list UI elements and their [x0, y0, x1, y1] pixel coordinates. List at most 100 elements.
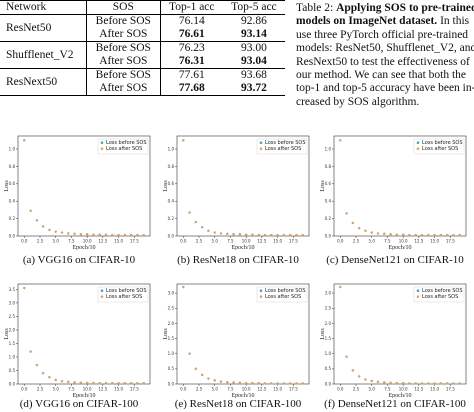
x-tick-label: 2.5 — [196, 387, 203, 392]
data-point — [295, 233, 298, 237]
legend-marker — [100, 289, 104, 292]
legend-box — [97, 286, 149, 303]
x-tick-label: 10.0 — [242, 239, 251, 244]
data-point — [98, 381, 101, 385]
table-row: ResNet50 Before SOS 76.14 92.86 — [0, 14, 285, 34]
data-point — [452, 382, 455, 385]
data-point — [23, 286, 26, 290]
data-point — [420, 382, 424, 385]
data-point — [123, 233, 127, 237]
caption-line: our method. We can see that both the — [296, 69, 467, 82]
data-point — [452, 233, 455, 237]
y-axis-label: Loss — [320, 328, 326, 340]
top1-cell: 76.14 — [178, 15, 205, 27]
x-tick-label: 12.5 — [98, 239, 107, 244]
loss-chart: 0.0 0.2 0.4 0.6 0.8 1.0 0.0 2.5 5.0 7.5 10.0 12.5 15… — [163, 135, 310, 250]
x-tick-label: 15.0 — [430, 387, 439, 392]
data-point — [35, 363, 39, 367]
data-point — [439, 233, 443, 237]
y-axis-label: Loss — [4, 180, 10, 192]
x-tick-label: 15.0 — [430, 239, 439, 244]
y-tick-label: 0.2 — [168, 216, 175, 221]
subfigure-caption: (f) DenseNet121 on CIFAR-100 — [324, 398, 466, 410]
data-point — [458, 233, 461, 237]
caption-text: In this — [437, 15, 470, 28]
x-tick-label: 10.0 — [399, 387, 408, 392]
legend-label: Loss before SOS — [106, 288, 147, 294]
x-tick-label: 5.0 — [212, 239, 219, 244]
x-tick-label: 2.5 — [353, 387, 360, 392]
data-point — [117, 381, 120, 385]
data-point — [395, 381, 399, 385]
x-tick-label: 7.5 — [227, 387, 234, 392]
y-tick-label: 1.0 — [9, 146, 16, 151]
table-row: ResNext50 Before SOS 77.61 93.68 — [0, 68, 285, 88]
header-top1: Top-1 acc — [169, 1, 215, 13]
data-point — [357, 226, 361, 230]
plot-frame — [17, 135, 151, 237]
data-point — [251, 381, 254, 385]
x-tick-label: 17.5 — [289, 387, 298, 392]
results-table-container: Network SOS Top-1 acc Top-5 acc ResNet50… — [0, 0, 285, 96]
sos-cell: After SOS — [85, 55, 161, 69]
data-point — [226, 380, 229, 384]
caption-line: models on ImageNet dataset. In this — [296, 15, 474, 28]
x-tick-label: 12.5 — [257, 239, 266, 244]
network-name: ResNet50 — [6, 21, 52, 34]
x-tick-label: 7.5 — [384, 239, 391, 244]
legend-marker — [416, 147, 420, 150]
plot-frame — [176, 283, 310, 385]
y-tick-label: 3.5 — [9, 287, 16, 292]
loss-chart: 0.0 0.2 0.4 0.6 0.8 1.0 0.0 2.5 5.0 7.5 10.0 12.5 15… — [320, 135, 467, 250]
top1-cell: 76.31 — [178, 55, 205, 67]
x-tick-label: 0.0 — [180, 239, 187, 244]
data-point — [339, 139, 342, 142]
x-tick-label: 5.0 — [53, 239, 60, 244]
table-row: Shufflenet_V2 Before SOS 76.23 93.00 — [0, 41, 285, 61]
data-point — [420, 233, 424, 237]
y-tick-label: 0.0 — [325, 381, 332, 386]
data-point — [188, 352, 191, 355]
y-axis-label: Loss — [163, 328, 169, 340]
y-tick-label: 2.0 — [9, 327, 16, 332]
data-point — [339, 285, 342, 289]
data-point — [219, 232, 223, 235]
top5-cell: 93.14 — [240, 28, 267, 40]
y-tick-label: 0.4 — [325, 199, 332, 204]
data-point — [282, 233, 286, 237]
legend-label: Loss after SOS — [422, 146, 458, 152]
x-tick-label: 10.0 — [83, 239, 92, 244]
y-tick-label: 1.5 — [168, 336, 175, 341]
x-axis-label: Epoch/10 — [232, 393, 255, 398]
caption-bold: Applying SOS to pre-trained — [336, 2, 474, 14]
data-point — [54, 378, 57, 382]
data-point — [345, 355, 348, 358]
x-tick-label: 17.5 — [446, 387, 455, 392]
data-point — [370, 379, 373, 383]
x-tick-label: 17.5 — [289, 239, 298, 244]
x-tick-label: 10.0 — [399, 239, 408, 244]
top1-cell: 76.23 — [178, 42, 205, 54]
data-point — [142, 381, 145, 385]
plot-frame — [333, 283, 467, 385]
data-point — [238, 233, 242, 236]
network-name: Shufflenet_V2 — [6, 48, 74, 61]
data-point — [207, 229, 210, 232]
sos-cell: After SOS — [85, 82, 161, 96]
data-point — [257, 233, 260, 237]
legend-marker — [100, 141, 104, 144]
data-point — [213, 231, 216, 234]
x-tick-label: 0.0 — [337, 239, 344, 244]
legend-box — [256, 138, 308, 155]
subfigure-caption: (e) ResNet18 on CIFAR-100 — [174, 398, 302, 410]
y-tick-label: 0.0 — [9, 381, 16, 386]
legend-label: Loss after SOS — [106, 294, 142, 300]
caption-line: Table 2: Applying SOS to pre-trained — [296, 2, 474, 15]
caption-prefix: Table 2: — [296, 2, 337, 14]
data-point — [207, 377, 210, 380]
data-point — [270, 382, 273, 385]
data-point — [23, 139, 26, 142]
data-point — [364, 229, 367, 232]
loss-plot-b: 0.0 0.2 0.4 0.6 0.8 1.0 0.0 2.5 5.0 7.5 10.0 12.5 15… — [163, 132, 313, 250]
data-point — [408, 233, 411, 237]
